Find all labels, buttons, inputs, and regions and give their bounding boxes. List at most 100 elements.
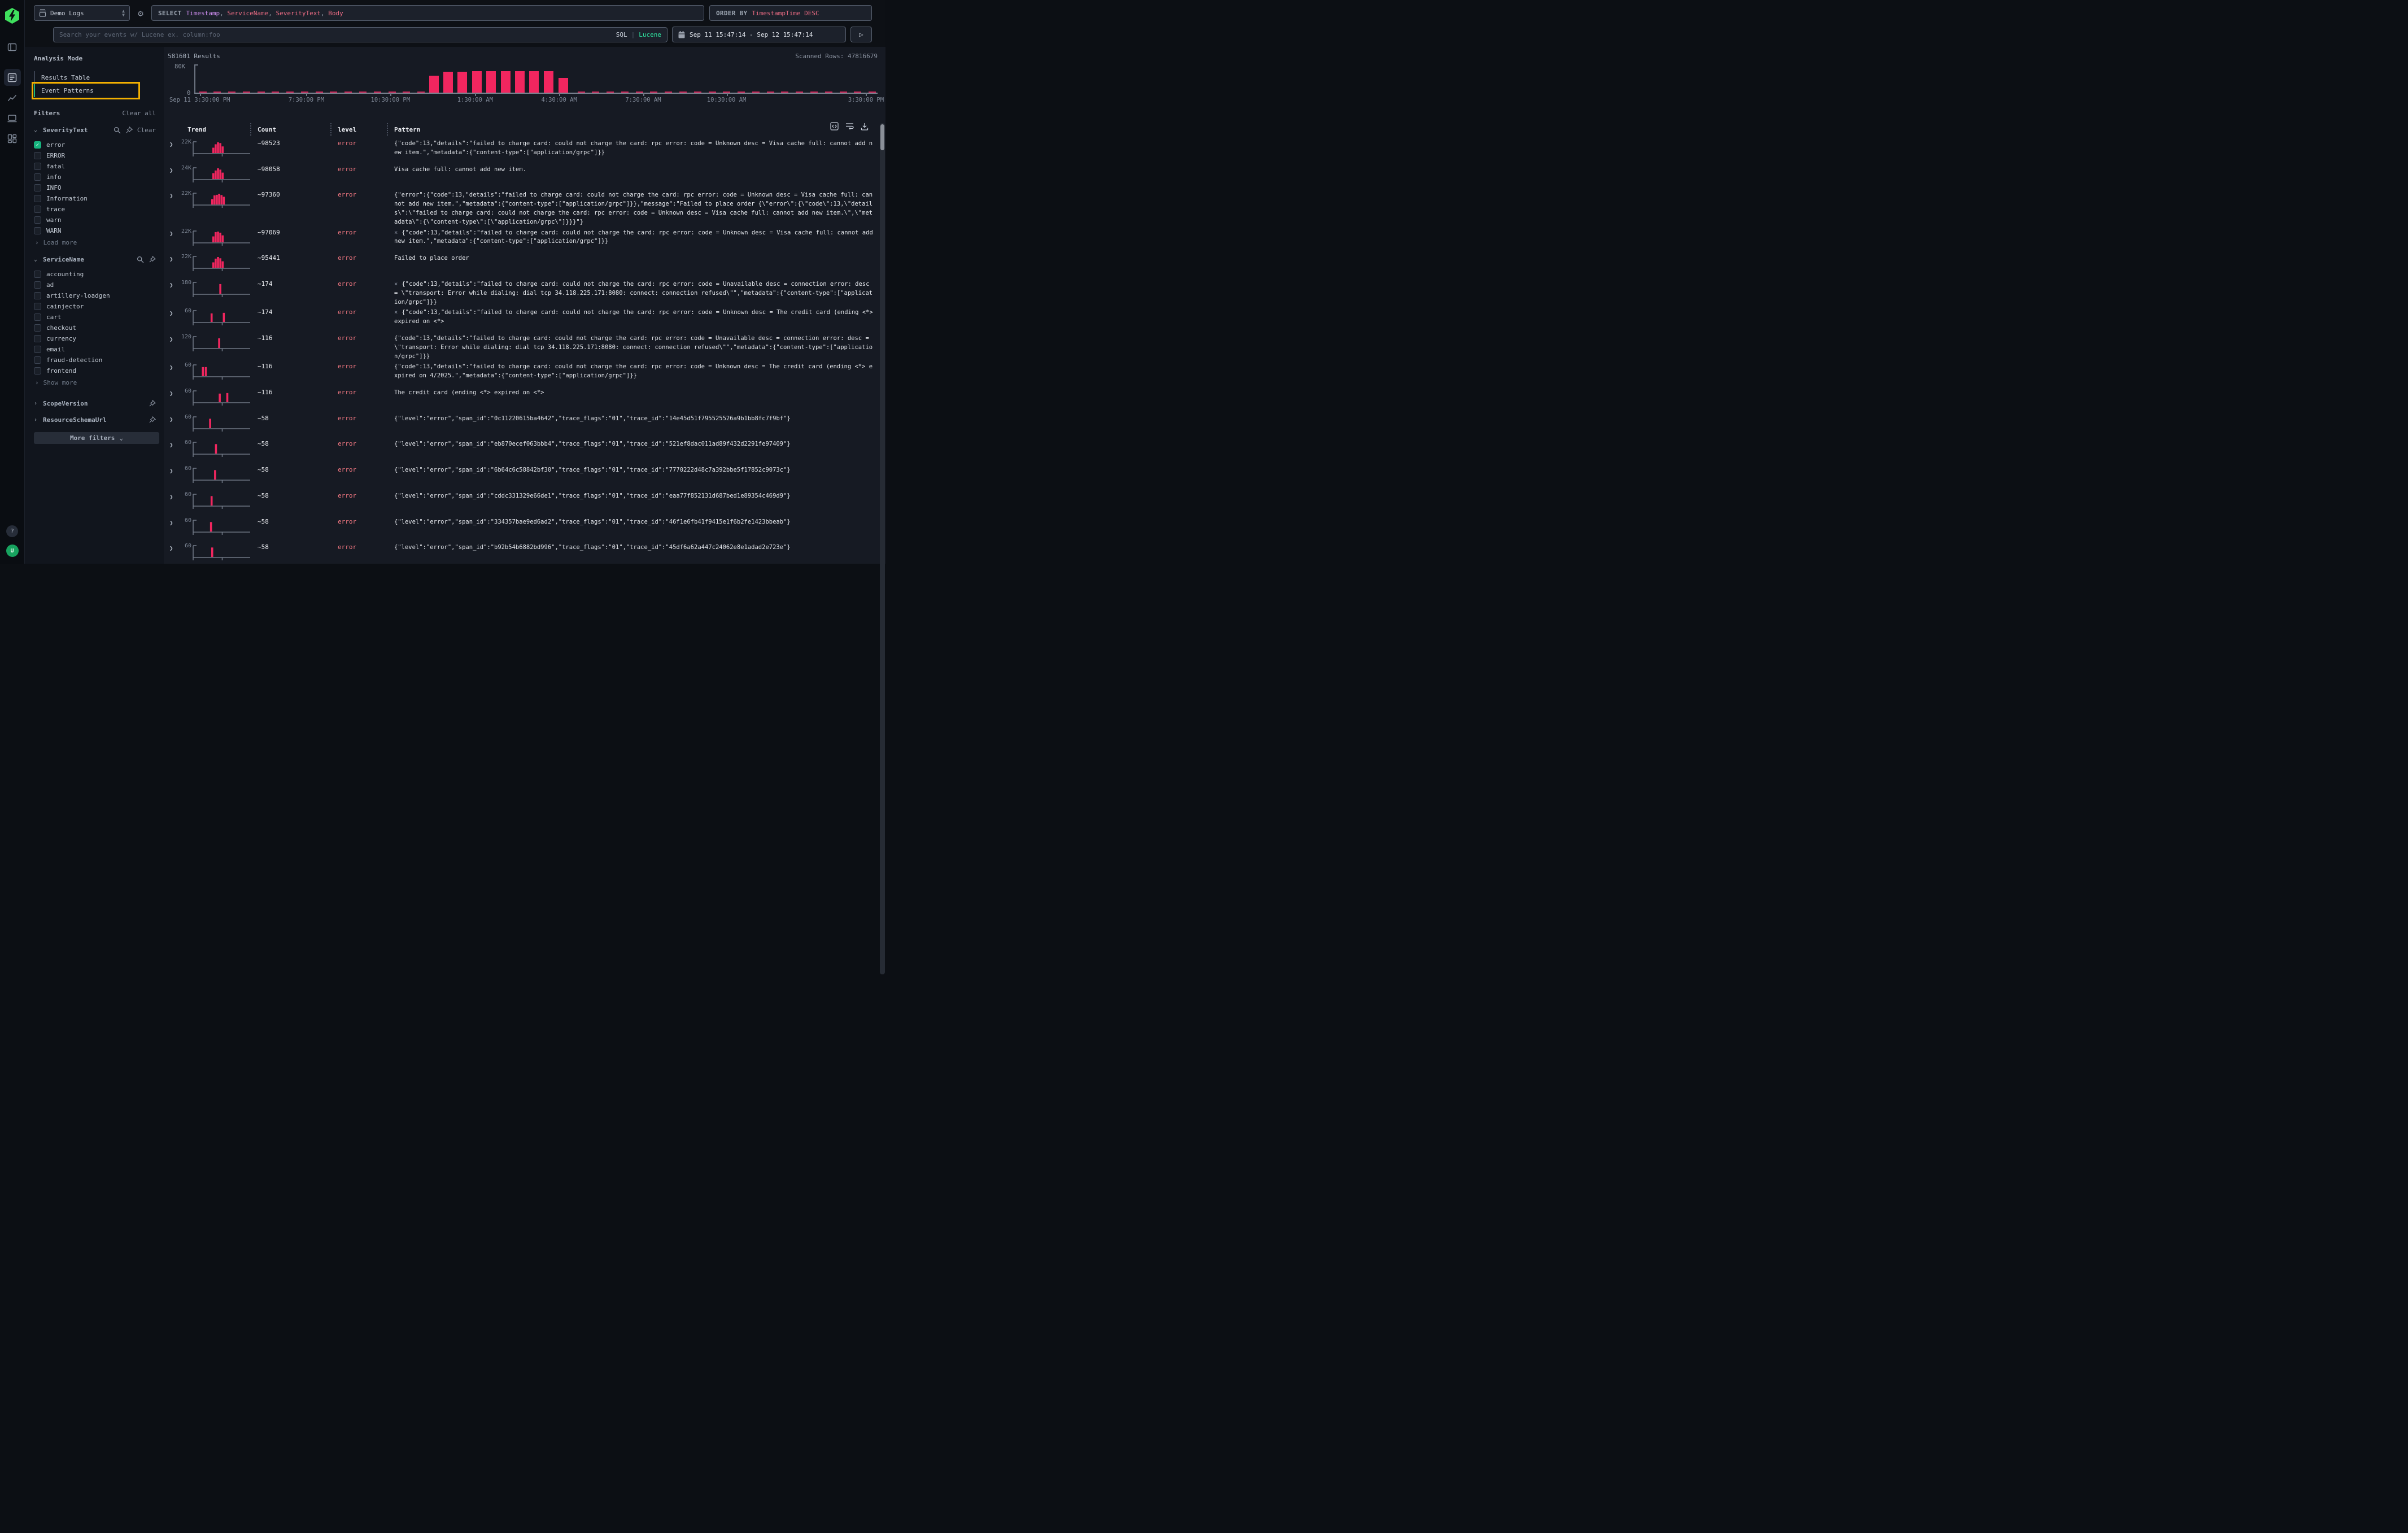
filter-option-Information[interactable]: Information <box>34 193 156 204</box>
checkbox[interactable] <box>34 173 41 181</box>
filter-option-trace[interactable]: trace <box>34 204 156 215</box>
filter-option-artillery-loadgen[interactable]: artillery-loadgen <box>34 290 156 301</box>
chevron-down-icon[interactable]: ⌄ <box>34 127 38 133</box>
filter-option-cart[interactable]: cart <box>34 312 156 323</box>
checkbox[interactable] <box>34 356 41 364</box>
app-logo-lightning-icon[interactable] <box>5 8 20 24</box>
table-row[interactable]: ❯ 180 ~174 error × {"code":13,"details":"… <box>168 278 878 307</box>
filter-option-WARN[interactable]: WARN <box>34 225 156 236</box>
expand-chevron-icon[interactable]: ❯ <box>169 390 173 398</box>
user-avatar[interactable]: U <box>6 545 19 557</box>
histogram-bar[interactable] <box>429 76 439 93</box>
expand-chevron-icon[interactable]: ❯ <box>169 519 173 526</box>
checkbox[interactable] <box>34 313 41 321</box>
checkbox[interactable] <box>34 335 41 342</box>
histogram-bar[interactable] <box>500 71 511 93</box>
help-button[interactable]: ? <box>6 525 18 537</box>
checkbox[interactable] <box>34 281 41 289</box>
logs-list-icon[interactable] <box>3 69 21 86</box>
search-icon[interactable] <box>114 127 121 134</box>
scrollbar-track[interactable] <box>880 123 885 974</box>
filter-option-fatal[interactable]: fatal <box>34 161 156 172</box>
histogram-bar[interactable] <box>559 78 569 93</box>
checkbox[interactable] <box>34 163 41 170</box>
expand-chevron-icon[interactable]: ❯ <box>169 255 173 263</box>
clear-all-button[interactable]: Clear all <box>122 110 156 117</box>
select-query-input[interactable]: SELECT Timestamp, ServiceName, SeverityT… <box>151 5 704 21</box>
pin-icon[interactable] <box>125 127 133 134</box>
search-input[interactable]: Search your events w/ Lucene ex. column:… <box>53 27 668 42</box>
table-row[interactable]: ❯ 24K ~98058 error Visa cache full: cann… <box>168 164 878 190</box>
table-row[interactable]: ❯ 60 ~116 error The credit card (ending … <box>168 387 878 413</box>
table-row[interactable]: ❯ 60 ~58 error {"level":"error","span_id… <box>168 542 878 568</box>
table-row[interactable]: ❯ 60 ~174 error × {"code":13,"details":"f… <box>168 307 878 333</box>
chevron-down-icon[interactable]: ⌄ <box>34 256 38 263</box>
filter-option-error[interactable]: ✓ error <box>34 140 156 150</box>
expand-chevron-icon[interactable]: ❯ <box>169 192 173 200</box>
expand-chevron-icon[interactable]: ❯ <box>169 229 173 237</box>
histogram-bar[interactable] <box>486 71 496 93</box>
screen-icon[interactable] <box>4 110 21 127</box>
table-row[interactable]: ❯ 60 ~58 error {"level":"error","span_id… <box>168 516 878 542</box>
lucene-mode-button[interactable]: Lucene <box>639 31 661 38</box>
column-header-pattern[interactable]: Pattern <box>387 123 878 136</box>
filter-option-warn[interactable]: warn <box>34 215 156 225</box>
filter-option-cainjector[interactable]: cainjector <box>34 301 156 312</box>
pin-icon[interactable] <box>149 256 156 263</box>
more-filters-button[interactable]: More filters ⌄ <box>34 432 159 444</box>
filter-option-currency[interactable]: currency <box>34 333 156 344</box>
analysis-option-results-table[interactable]: Results Table <box>34 71 138 84</box>
filter-group-name[interactable]: SeverityText <box>43 127 88 134</box>
results-histogram[interactable]: 80K 0 Sep 11 3:30:00 PM 7:30:00 PM 10:30:0… <box>168 62 885 106</box>
checkbox[interactable]: ✓ <box>34 141 41 149</box>
checkbox[interactable] <box>34 324 41 332</box>
filter-group-name[interactable]: ScopeVersion <box>43 400 88 407</box>
show-more-button[interactable]: › Show more <box>34 379 156 386</box>
filter-option-frontend[interactable]: frontend <box>34 365 156 376</box>
dashboard-grid-icon[interactable] <box>4 130 21 147</box>
time-range-picker[interactable]: Sep 11 15:47:14 - Sep 12 15:47:14 <box>672 27 846 42</box>
pin-icon[interactable] <box>149 416 156 424</box>
checkbox[interactable] <box>34 206 41 213</box>
filter-option-ad[interactable]: ad <box>34 280 156 290</box>
histogram-bar[interactable] <box>443 71 453 93</box>
scrollbar-thumb[interactable] <box>880 124 884 150</box>
expand-chevron-icon[interactable]: ❯ <box>169 141 173 148</box>
checkbox[interactable] <box>34 195 41 202</box>
checkbox[interactable] <box>34 152 41 159</box>
expand-chevron-icon[interactable]: ❯ <box>169 415 173 423</box>
expand-chevron-icon[interactable]: ❯ <box>169 545 173 552</box>
column-header-trend[interactable]: Trend <box>187 125 207 133</box>
histogram-bar[interactable] <box>472 71 482 93</box>
expand-chevron-icon[interactable]: ❯ <box>169 310 173 317</box>
panel-left-icon[interactable] <box>4 38 21 55</box>
checkbox[interactable] <box>34 367 41 374</box>
filter-option-accounting[interactable]: accounting <box>34 269 156 280</box>
histogram-bar[interactable] <box>543 71 553 93</box>
line-chart-icon[interactable] <box>4 89 21 106</box>
checkbox[interactable] <box>34 216 41 224</box>
checkbox[interactable] <box>34 303 41 310</box>
filter-group-name[interactable]: ResourceSchemaUrl <box>43 416 107 424</box>
search-icon[interactable] <box>137 256 144 263</box>
column-header-count[interactable]: Count <box>250 123 330 136</box>
load-more-button[interactable]: › Load more <box>34 239 156 246</box>
filter-option-fraud-detection[interactable]: fraud-detection <box>34 355 156 365</box>
filter-option-ERROR[interactable]: ERROR <box>34 150 156 161</box>
expand-chevron-icon[interactable]: ❯ <box>169 467 173 475</box>
table-row[interactable]: ❯ 60 ~58 error {"level":"error","span_id… <box>168 490 878 516</box>
expand-chevron-icon[interactable]: ❯ <box>169 336 173 343</box>
filter-group-name[interactable]: ServiceName <box>43 256 84 263</box>
checkbox[interactable] <box>34 227 41 234</box>
analysis-option-event-patterns[interactable]: Event Patterns <box>32 82 140 99</box>
filter-option-INFO[interactable]: INFO <box>34 182 156 193</box>
download-icon[interactable] <box>861 123 869 130</box>
expand-chevron-icon[interactable]: ❯ <box>169 364 173 372</box>
code-brackets-icon[interactable] <box>830 122 839 130</box>
table-row[interactable]: ❯ 60 ~58 error {"level":"error","span_id… <box>168 464 878 490</box>
filter-option-checkout[interactable]: checkout <box>34 323 156 333</box>
chevron-right-icon[interactable]: › <box>34 417 38 423</box>
expand-chevron-icon[interactable]: ❯ <box>169 441 173 449</box>
checkbox[interactable] <box>34 292 41 299</box>
clear-group-button[interactable]: Clear <box>137 127 156 134</box>
